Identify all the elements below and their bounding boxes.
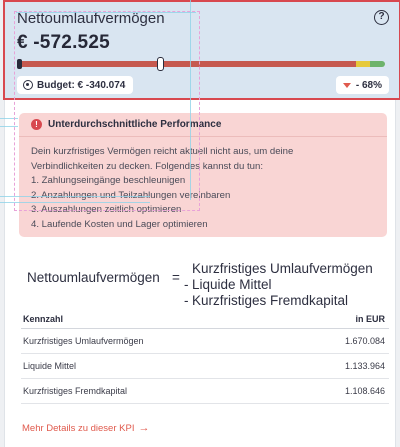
alert-line: 1. Zahlungseingänge beschleunigen <box>31 175 186 187</box>
formula-operator: - <box>184 277 189 292</box>
performance-alert: ! Unterdurchschnittliche Performance Dei… <box>19 113 387 237</box>
kpi-formula: Nettoumlaufvermögen = Kurzfristiges Umla… <box>5 257 397 317</box>
delta-chip: - 68% <box>335 76 389 94</box>
alert-header: ! Unterdurchschnittliche Performance <box>19 113 387 137</box>
table-cell-value: 1.670.084 <box>344 336 385 346</box>
bar-start-handle <box>17 59 22 69</box>
formula-term-label: Liquide Mittel <box>192 277 272 292</box>
formula-term-label: Kurzfristiges Fremdkapital <box>192 293 349 308</box>
formula-terms: Kurzfristiges Umlaufvermögen - Liquide M… <box>184 261 373 309</box>
table-cell-value: 1.133.964 <box>344 361 385 371</box>
target-icon <box>23 80 33 90</box>
alert-line: 4. Laufende Kosten und Lager optimieren <box>31 218 208 230</box>
kpi-value: € -572.525 <box>17 32 110 53</box>
table-cell-metric: Kurzfristiges Fremdkapital <box>23 386 128 396</box>
guide-line <box>16 12 196 13</box>
alert-icon: ! <box>31 119 42 130</box>
delta-label: - 68% <box>355 79 382 91</box>
budget-chip: Budget: € -340.074 <box>17 76 134 94</box>
table-header-value: in EUR <box>355 313 385 324</box>
guide-line <box>0 196 150 197</box>
alert-title: Unterdurchschnittliche Performance <box>48 119 222 130</box>
alert-body: Dein kurzfristiges Vermögen reicht aktue… <box>19 137 387 233</box>
formula-term: - Liquide Mittel <box>184 277 373 293</box>
performance-bar-track <box>19 61 385 67</box>
formula-term: - Kurzfristiges Fremdkapital <box>184 293 373 309</box>
formula-operator: - <box>184 293 189 308</box>
guide-line <box>0 126 18 127</box>
more-details-label[interactable]: Mehr Details zu dieser KPI <box>22 422 135 434</box>
budget-label: Budget: € -340.074 <box>37 79 126 91</box>
formula-equals: = <box>172 270 180 285</box>
kpi-card: Nettoumlaufvermögen ? € -572.525 Budget:… <box>3 0 400 447</box>
bar-segment-yellow <box>355 61 371 67</box>
alert-line: 2. Anzahlungen und Teilzahlungen vereinb… <box>31 189 231 201</box>
triangle-down-icon <box>342 82 351 88</box>
guide-box <box>14 11 200 211</box>
alert-line: Verbindlichkeiten zu decken. Folgendes k… <box>31 160 264 172</box>
performance-bar <box>17 57 385 71</box>
table-cell-metric: Kurzfristiges Umlaufvermögen <box>23 336 144 346</box>
bar-segment-red <box>19 61 356 67</box>
table-header: Kennzahl in EUR <box>21 309 389 329</box>
arrow-right-icon: → <box>138 422 150 434</box>
table-row: Kurzfristiges Fremdkapital 1.108.646 <box>21 379 389 404</box>
kpi-title: Nettoumlaufvermögen <box>17 10 165 27</box>
formula-operator <box>184 261 192 277</box>
kpi-table: Kennzahl in EUR Kurzfristiges Umlaufverm… <box>21 309 389 404</box>
guide-line <box>0 202 150 203</box>
guide-line <box>190 0 191 200</box>
table-row: Liquide Mittel 1.133.964 <box>21 354 389 379</box>
alert-line: Dein kurzfristiges Vermögen reicht aktue… <box>31 146 294 157</box>
guide-line <box>0 118 18 119</box>
more-details-link[interactable]: Mehr Details zu dieser KPI → <box>22 422 149 434</box>
formula-term: Kurzfristiges Umlaufvermögen <box>184 261 373 277</box>
table-cell-metric: Liquide Mittel <box>23 361 77 371</box>
formula-term-label: Kurzfristiges Umlaufvermögen <box>192 261 373 276</box>
kpi-header: Nettoumlaufvermögen ? € -572.525 Budget:… <box>3 0 400 100</box>
table-header-metric: Kennzahl <box>23 313 64 324</box>
table-row: Kurzfristiges Umlaufvermögen 1.670.084 <box>21 329 389 354</box>
formula-result: Nettoumlaufvermögen <box>27 270 160 285</box>
bar-position-marker <box>156 57 164 71</box>
bar-segment-green <box>370 61 385 67</box>
table-cell-value: 1.108.646 <box>344 386 385 396</box>
help-icon[interactable]: ? <box>374 10 389 25</box>
alert-line: 3. Auszahlungen zeitlich optimieren <box>31 204 182 216</box>
